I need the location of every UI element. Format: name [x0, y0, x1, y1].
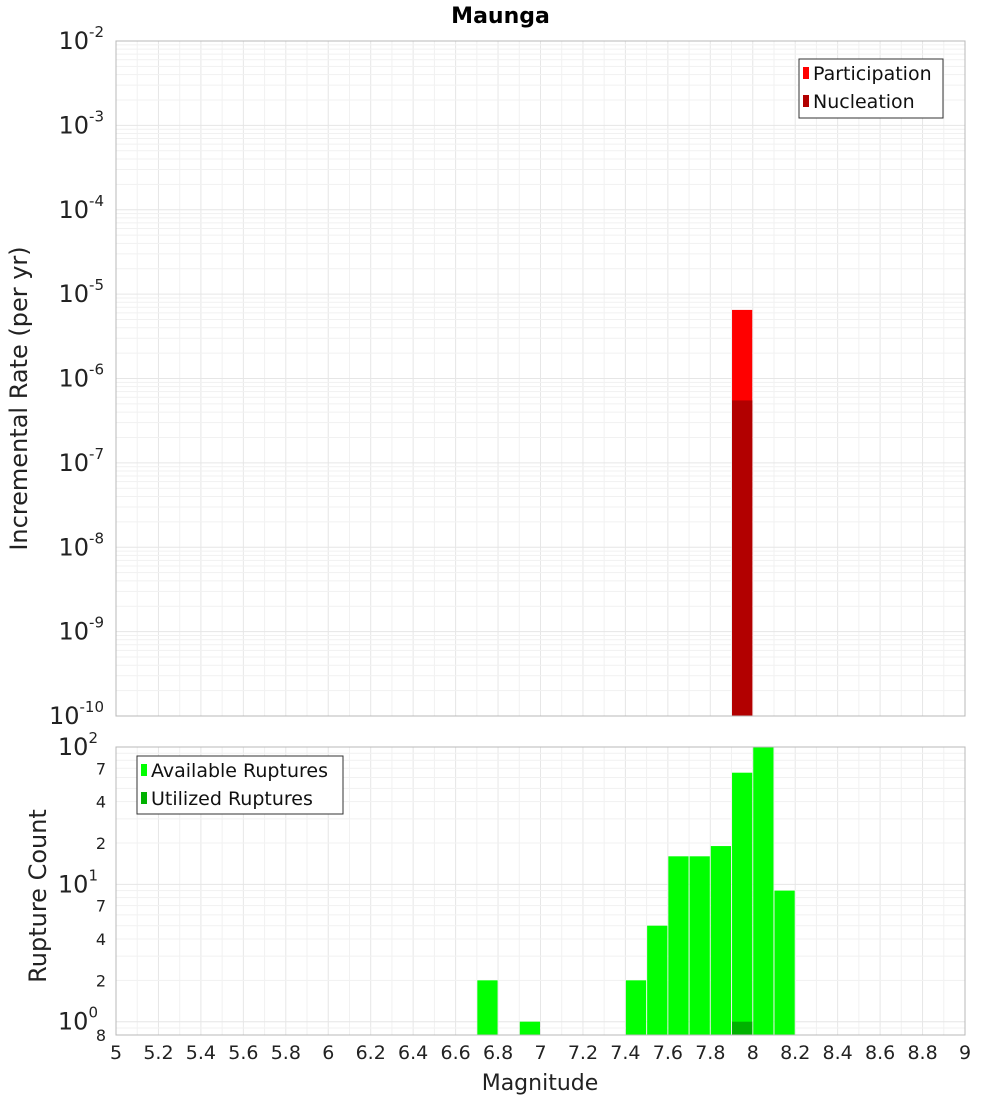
y-tick-label: 8: [96, 1026, 106, 1045]
x-tick-label: 6.8: [483, 1042, 513, 1064]
y-tick-label: 10-2: [58, 23, 104, 55]
available-ruptures-bar: [625, 980, 647, 1035]
x-tick-label: 9: [959, 1042, 971, 1064]
x-tick-label: 7.4: [610, 1042, 640, 1064]
y-tick-label: 10-5: [58, 276, 104, 308]
y-tick-label: 2: [96, 834, 106, 853]
available-ruptures-bar: [647, 925, 668, 1035]
legend-top-label: Participation: [813, 63, 932, 85]
y-tick-label: 10-8: [58, 529, 104, 561]
y-tick-label: 4: [96, 793, 106, 812]
bottom-panel-frame: [115, 746, 966, 1036]
x-tick-label: 7.6: [653, 1042, 683, 1064]
y-tick-label: 7: [96, 897, 106, 916]
y-tick-label: 10-9: [58, 614, 104, 646]
available-ruptures-bar: [477, 980, 498, 1035]
y-axis-label-top: Incremental Rate (per yr): [5, 246, 33, 550]
y-tick-label: 10-7: [58, 445, 104, 477]
x-tick-label: 8.4: [823, 1042, 853, 1064]
y-tick-label: 7: [96, 759, 106, 778]
available-ruptures-bar: [668, 856, 689, 1035]
x-tick-label: 8.8: [907, 1042, 937, 1064]
x-tick-label: 6: [322, 1042, 334, 1064]
legend-bottom-swatch: [141, 792, 147, 804]
legend-top-label: Nucleation: [813, 91, 915, 113]
x-tick-label: 6.6: [440, 1042, 470, 1064]
y-tick-label: 101: [58, 866, 98, 898]
legend-bottom-swatch: [141, 764, 147, 776]
legend-bottom-box: [136, 755, 344, 815]
y-tick-label: 102: [58, 729, 98, 761]
y-tick-label: 100: [58, 1004, 98, 1036]
y-tick-label: 10-6: [58, 361, 104, 393]
x-tick-label: 6.2: [356, 1042, 386, 1064]
utilized-ruptures-bar: [732, 1021, 753, 1035]
y-tick-label: 10-10: [49, 698, 104, 730]
x-tick-label: 7: [534, 1042, 546, 1064]
legend-bottom-label: Available Ruptures: [151, 760, 328, 782]
available-ruptures-bar: [519, 1021, 540, 1035]
top-panel-frame: [115, 40, 966, 717]
y-axis-label-bottom: Rupture Count: [24, 809, 52, 983]
x-tick-label: 7.8: [695, 1042, 725, 1064]
nucleation-bar: [732, 400, 753, 716]
y-tick-label: 10-3: [58, 107, 104, 139]
y-tick-label: 10-4: [58, 192, 104, 224]
x-axis-label: Magnitude: [482, 1071, 599, 1096]
y-tick-label: 4: [96, 930, 106, 949]
x-tick-label: 8.6: [865, 1042, 895, 1064]
legend-bottom-label: Utilized Ruptures: [151, 788, 313, 810]
x-tick-label: 6.4: [398, 1042, 428, 1064]
available-ruptures-bar: [689, 856, 710, 1035]
available-ruptures-bar: [710, 846, 732, 1035]
legend-top-box: [798, 58, 944, 119]
x-tick-label: 5: [110, 1042, 122, 1064]
x-tick-label: 8: [747, 1042, 759, 1064]
y-tick-label: 2: [96, 971, 106, 990]
x-tick-label: 8.2: [780, 1042, 810, 1064]
x-tick-label: 5.4: [186, 1042, 216, 1064]
x-tick-label: 5.2: [143, 1042, 173, 1064]
legend-top-swatch: [803, 95, 809, 107]
available-ruptures-bar: [753, 747, 774, 1035]
chart-title: Maunga: [451, 4, 550, 29]
legend-top-swatch: [803, 67, 809, 79]
x-tick-label: 7.2: [568, 1042, 598, 1064]
available-ruptures-bar: [732, 772, 753, 1035]
x-tick-label: 5.6: [228, 1042, 258, 1064]
x-tick-label: 5.8: [271, 1042, 301, 1064]
available-ruptures-bar: [774, 890, 795, 1035]
